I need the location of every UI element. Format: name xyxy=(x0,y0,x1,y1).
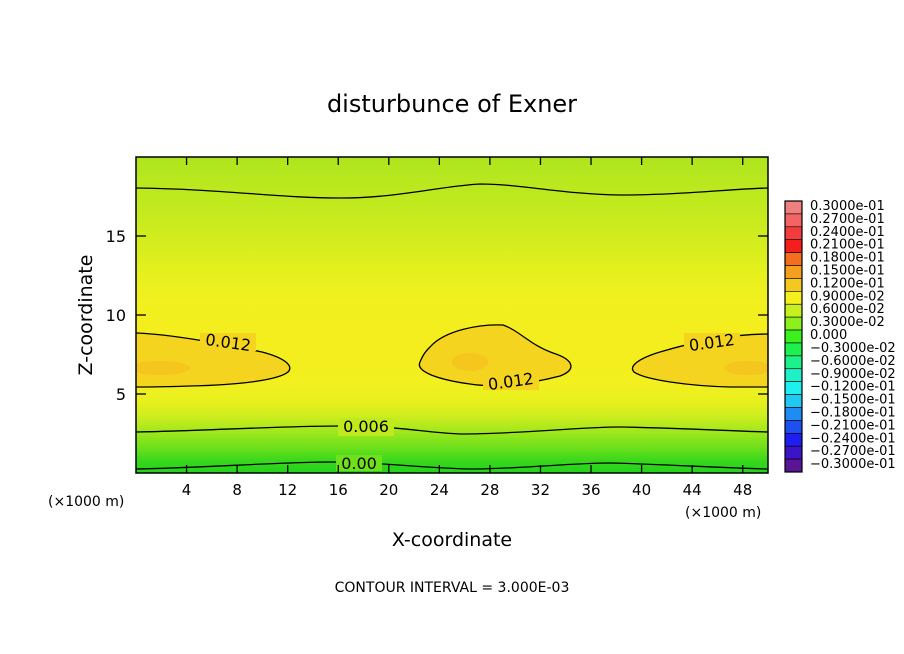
region-high-center xyxy=(419,324,571,386)
colorbar-swatch xyxy=(784,420,803,434)
colorbar-swatch xyxy=(784,394,803,408)
colorbar-swatch xyxy=(784,239,803,253)
core-left xyxy=(136,361,190,375)
colorbar-label: −0.6000e-02 xyxy=(810,354,896,369)
colorbar-swatch xyxy=(784,329,803,344)
colorbar-label: −0.3000e-02 xyxy=(810,341,896,356)
colorbar-swatch xyxy=(784,381,803,395)
colorbar-swatch xyxy=(784,278,803,292)
colorbar-label: 0.2100e-01 xyxy=(810,238,885,253)
colorbar-label: 0.2400e-01 xyxy=(810,225,885,240)
label-bg-3 xyxy=(684,333,740,351)
y-tick-label: 10 xyxy=(106,306,126,325)
x-tick-label: 32 xyxy=(531,481,550,499)
contour-line-0000 xyxy=(136,461,768,470)
label-bg-2 xyxy=(483,372,539,390)
colorbar-swatch xyxy=(784,458,803,473)
x-tick-label: 44 xyxy=(683,481,702,499)
colorbar-swatch xyxy=(784,342,803,357)
x-tick-label: 24 xyxy=(430,481,449,499)
y-axis-label: Z-coordinate xyxy=(75,255,97,376)
colorbar-label: 0.1200e-01 xyxy=(810,276,885,291)
label-bg-5 xyxy=(336,455,382,471)
colorbar-swatch xyxy=(784,316,803,331)
colorbar: 0.3000e-010.2700e-010.2400e-010.2100e-01… xyxy=(784,199,896,473)
colorbar-label: 0.9000e-02 xyxy=(810,289,885,304)
label-bg-4 xyxy=(338,418,394,436)
colorbar-label: 0.6000e-02 xyxy=(810,302,885,317)
contour-line-0006 xyxy=(136,425,768,435)
contour-line-0012-center xyxy=(418,324,572,387)
core-center xyxy=(452,353,488,371)
colorbar-swatch xyxy=(784,355,803,370)
colorbar-swatch xyxy=(784,291,803,305)
colorbar-label: −0.1800e-01 xyxy=(810,405,896,420)
y-axis-ticks: 5 10 15 xyxy=(106,227,768,404)
colorbar-swatch xyxy=(784,445,803,460)
x-tick-label: 4 xyxy=(182,481,192,499)
core-right xyxy=(724,361,768,375)
colorbar-swatch xyxy=(784,226,803,241)
contour-label-0000: 0.00 xyxy=(341,454,377,473)
x-tick-label: 48 xyxy=(733,481,752,499)
x-tick-label: 28 xyxy=(480,481,499,499)
colorbar-swatch xyxy=(784,200,803,215)
colorbar-label: −0.2100e-01 xyxy=(810,418,896,433)
field-background xyxy=(136,157,768,473)
colorbar-label: 0.2700e-01 xyxy=(810,212,885,227)
colorbar-swatch xyxy=(784,213,803,228)
colorbar-frame xyxy=(784,200,803,473)
colorbar-label: −0.9000e-02 xyxy=(810,367,896,382)
colorbar-swatch xyxy=(784,303,803,318)
x-unit-right: (×1000 m) xyxy=(685,505,761,521)
label-bg-1 xyxy=(200,333,256,351)
x-tick-label: 36 xyxy=(581,481,600,499)
colorbar-label: 0.000 xyxy=(810,328,847,343)
colorbar-label: −0.2700e-01 xyxy=(810,444,896,459)
colorbar-label: 0.3000e-02 xyxy=(810,315,885,330)
contour-label-0006: 0.006 xyxy=(343,417,389,436)
colorbar-label: −0.1500e-01 xyxy=(810,393,896,408)
colorbar-label: −0.2400e-01 xyxy=(810,431,896,446)
x-unit-left: (×1000 m) xyxy=(48,494,124,510)
y-tick-label: 15 xyxy=(106,227,126,246)
colorbar-label: 0.3000e-01 xyxy=(810,199,885,214)
x-axis-label: X-coordinate xyxy=(392,529,512,551)
x-tick-label: 40 xyxy=(632,481,651,499)
y-tick-label: 5 xyxy=(116,385,126,404)
colorbar-swatch xyxy=(784,368,803,382)
x-axis-ticks: 4 8 12 16 20 24 28 32 36 40 44 48 xyxy=(182,157,752,499)
colorbar-swatch xyxy=(784,407,803,421)
contour-field xyxy=(136,157,768,473)
colorbar-label: −0.1200e-01 xyxy=(810,380,896,395)
x-tick-label: 20 xyxy=(379,481,398,499)
x-tick-label: 16 xyxy=(329,481,348,499)
x-tick-label: 8 xyxy=(232,481,242,499)
colorbar-swatch xyxy=(784,432,803,447)
colorbar-swatch xyxy=(784,265,803,279)
colorbar-label: 0.1500e-01 xyxy=(810,264,885,279)
contour-line-upper xyxy=(136,183,768,199)
colorbar-label: −0.3000e-01 xyxy=(810,457,896,472)
chart-title: disturbunce of Exner xyxy=(327,90,577,118)
colorbar-swatch xyxy=(784,252,803,266)
colorbar-label: 0.1800e-01 xyxy=(810,251,885,266)
contour-interval-footer: CONTOUR INTERVAL = 3.000E-03 xyxy=(335,580,570,596)
x-tick-label: 12 xyxy=(278,481,297,499)
